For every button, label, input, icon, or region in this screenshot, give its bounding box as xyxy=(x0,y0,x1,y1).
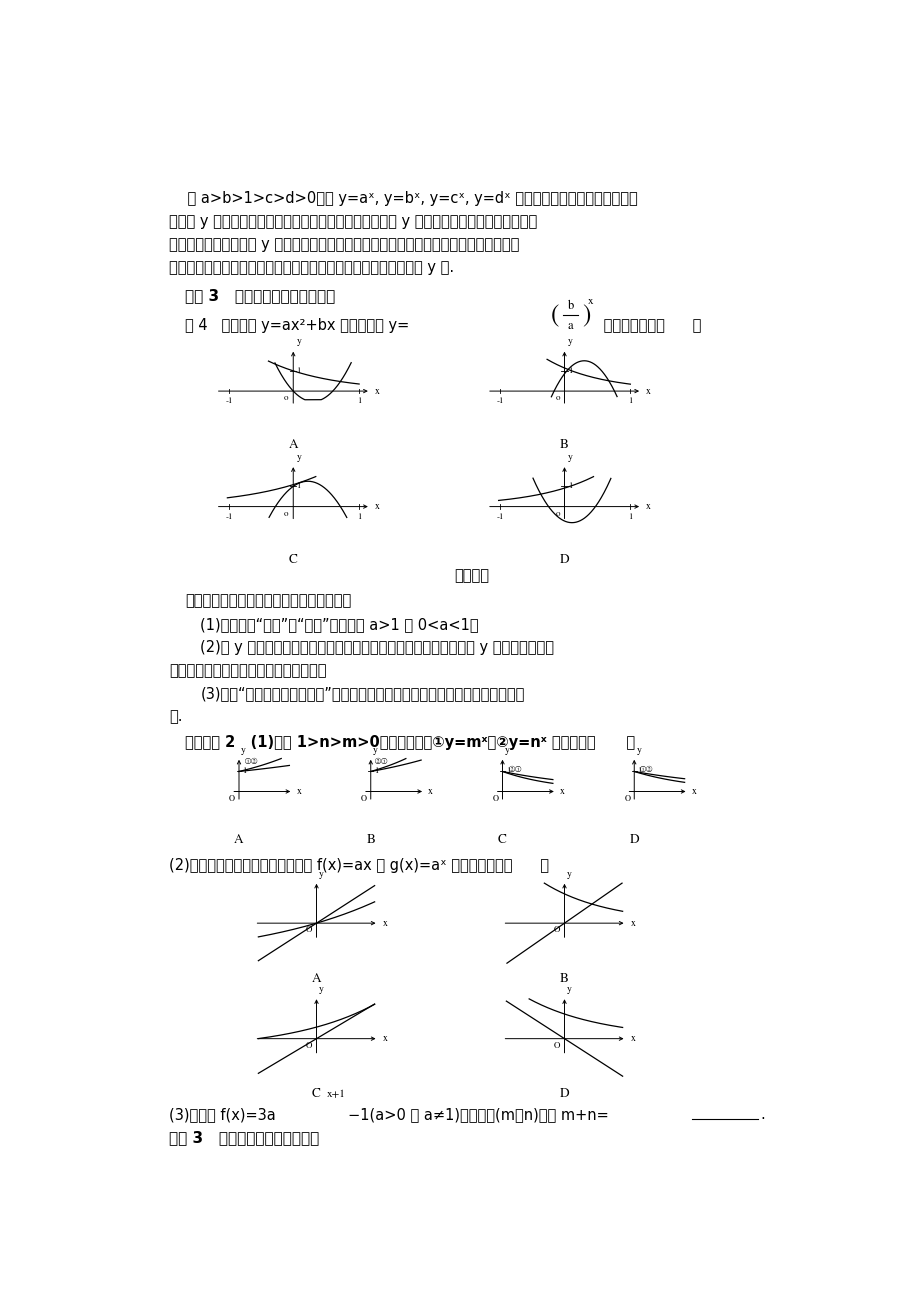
Text: y: y xyxy=(505,745,509,755)
Text: x: x xyxy=(630,1034,634,1043)
Text: 1: 1 xyxy=(373,767,378,776)
Text: 数由大变小，即无论在 y 轴的左侧还是右侧，底数按逆时针方向变大，或者说在第一象限: 数由大变小，即无论在 y 轴的左侧还是右侧，底数按逆时针方向变大，或者说在第一象… xyxy=(169,237,519,253)
Text: .: . xyxy=(760,1107,765,1122)
Text: x: x xyxy=(382,918,387,928)
Text: O: O xyxy=(229,794,235,802)
Text: y: y xyxy=(566,868,571,879)
Text: y: y xyxy=(296,452,301,462)
Text: y: y xyxy=(296,337,301,346)
Text: 数的图象从下到上相应的底数由大到小；: 数的图象从下到上相应的底数由大到小； xyxy=(169,663,326,678)
Text: (2)在 y 轴右侧，指数函数的图象从下到上相应的底数由小到大；在 y 轴左侧，指数函: (2)在 y 轴右侧，指数函数的图象从下到上相应的底数由小到大；在 y 轴左侧，… xyxy=(200,639,553,655)
Text: D: D xyxy=(559,555,569,566)
Text: O: O xyxy=(492,794,498,802)
Text: 角度 3   有关指数函数图象的识别: 角度 3 有关指数函数图象的识别 xyxy=(185,288,335,303)
Text: ②①: ②① xyxy=(508,766,520,773)
Text: O: O xyxy=(360,794,367,802)
Text: y: y xyxy=(319,868,323,879)
Text: x+1: x+1 xyxy=(326,1090,345,1099)
Text: b: b xyxy=(567,299,573,311)
Text: x: x xyxy=(560,786,564,797)
Text: 1: 1 xyxy=(242,767,246,776)
Text: o: o xyxy=(284,509,289,518)
Text: -1: -1 xyxy=(225,513,233,521)
Text: o: o xyxy=(284,395,289,402)
Text: ②①: ②① xyxy=(375,758,387,767)
Text: 1: 1 xyxy=(637,767,641,776)
Text: C: C xyxy=(312,1088,321,1100)
Text: x: x xyxy=(374,501,380,512)
Text: 1: 1 xyxy=(296,367,301,375)
Text: x: x xyxy=(382,1034,387,1043)
Text: B: B xyxy=(560,973,568,986)
Text: C: C xyxy=(497,833,506,845)
Text: 出：在 y 轴右侧，图象从上到下相应的底数由大变小，在 y 轴左侧，图象从下到上相应的底: 出：在 y 轴右侧，图象从上到下相应的底数由大变小，在 y 轴左侧，图象从下到上… xyxy=(169,214,537,229)
Text: x: x xyxy=(587,297,593,306)
Text: -1: -1 xyxy=(496,513,504,521)
Text: 内，指数函数的图象，底数大的在上边，也可以说底数越大越靠近 y 轴.: 内，指数函数的图象，底数大的在上边，也可以说底数越大越靠近 y 轴. xyxy=(169,260,454,275)
Text: C: C xyxy=(289,555,298,566)
Text: y: y xyxy=(373,745,378,755)
Text: a: a xyxy=(567,320,573,332)
Text: B: B xyxy=(366,833,375,845)
Text: y: y xyxy=(567,452,572,462)
Text: (1)根据图象“上升”或“下降”确定底数 a>1 或 0<a<1；: (1)根据图象“上升”或“下降”确定底数 a>1 或 0<a<1； xyxy=(200,617,479,631)
Text: x: x xyxy=(296,786,301,797)
Text: o: o xyxy=(555,395,560,402)
Text: x: x xyxy=(630,918,634,928)
Text: −1(a>0 且 a≠1)恒过定点(m，n)，则 m+n=: −1(a>0 且 a≠1)恒过定点(m，n)，则 m+n= xyxy=(348,1107,608,1122)
Text: y: y xyxy=(567,337,572,346)
Text: (3)根据“左加右减，上加下减”的原则，确定图象的平移变换，从而确定指数型函: (3)根据“左加右减，上加下减”的原则，确定图象的平移变换，从而确定指数型函 xyxy=(200,686,524,700)
Text: ①②: ①② xyxy=(245,758,257,767)
Text: 1: 1 xyxy=(628,397,632,405)
Text: y: y xyxy=(636,745,641,755)
Text: -1: -1 xyxy=(225,397,233,405)
Text: 方法归纳: 方法归纳 xyxy=(453,568,489,583)
Text: D: D xyxy=(559,1088,569,1100)
Text: 题型 3   指数函数图象的综合应用: 题型 3 指数函数图象的综合应用 xyxy=(169,1130,319,1146)
Text: 的图象可以是（      ）: 的图象可以是（ ） xyxy=(598,318,700,333)
Text: B: B xyxy=(560,439,568,450)
Text: A: A xyxy=(234,833,244,845)
Text: 识别与指数函数图象有关问题应把握三点：: 识别与指数函数图象有关问题应把握三点： xyxy=(185,594,351,608)
Text: 设 a>b>1>c>d>0，则 y=aˣ, y=bˣ, y=cˣ, y=dˣ 的图象如图所示，从图中可以看: 设 a>b>1>c>d>0，则 y=aˣ, y=bˣ, y=cˣ, y=dˣ 的… xyxy=(169,191,637,206)
Text: O: O xyxy=(305,926,312,935)
Text: o: o xyxy=(555,509,560,518)
Text: O: O xyxy=(305,1042,312,1049)
Text: O: O xyxy=(624,794,630,802)
Text: y: y xyxy=(566,984,571,993)
Text: 1: 1 xyxy=(567,367,572,375)
Text: (3)设函数 f(x)=3a: (3)设函数 f(x)=3a xyxy=(169,1107,276,1122)
Text: D: D xyxy=(629,833,639,845)
Text: x: x xyxy=(427,786,433,797)
Text: 数.: 数. xyxy=(169,710,183,724)
Text: 1: 1 xyxy=(357,513,361,521)
Text: 1: 1 xyxy=(567,482,572,491)
Text: x: x xyxy=(691,786,696,797)
Text: 1: 1 xyxy=(357,397,361,405)
Text: x: x xyxy=(645,387,650,396)
Text: y: y xyxy=(319,984,323,993)
Text: x: x xyxy=(374,387,380,396)
Text: 例 4   二次函数 y=ax²+bx 与指数函数 y=: 例 4 二次函数 y=ax²+bx 与指数函数 y= xyxy=(185,318,409,333)
Text: (2)在同一平面直角坐标系中，函数 f(x)=ax 与 g(x)=aˣ 的图象可能是（      ）: (2)在同一平面直角坐标系中，函数 f(x)=ax 与 g(x)=aˣ 的图象可… xyxy=(169,858,549,874)
Text: 1: 1 xyxy=(628,513,632,521)
Text: 跟踪训练 2   (1)已知 1>n>m>0，则指数函数①y=mˣ，②y=nˣ 的图象为（      ）: 跟踪训练 2 (1)已知 1>n>m>0，则指数函数①y=mˣ，②y=nˣ 的图… xyxy=(185,734,634,750)
Text: (: ( xyxy=(550,305,559,328)
Text: y: y xyxy=(241,745,246,755)
Text: A: A xyxy=(312,973,321,986)
Text: 1: 1 xyxy=(505,767,509,776)
Text: A: A xyxy=(289,439,298,450)
Text: x: x xyxy=(645,501,650,512)
Text: O: O xyxy=(553,1042,560,1049)
Text: ): ) xyxy=(582,305,590,328)
Text: 1: 1 xyxy=(296,482,301,491)
Text: ①②: ①② xyxy=(640,766,652,773)
Text: -1: -1 xyxy=(496,397,504,405)
Text: O: O xyxy=(553,926,560,935)
